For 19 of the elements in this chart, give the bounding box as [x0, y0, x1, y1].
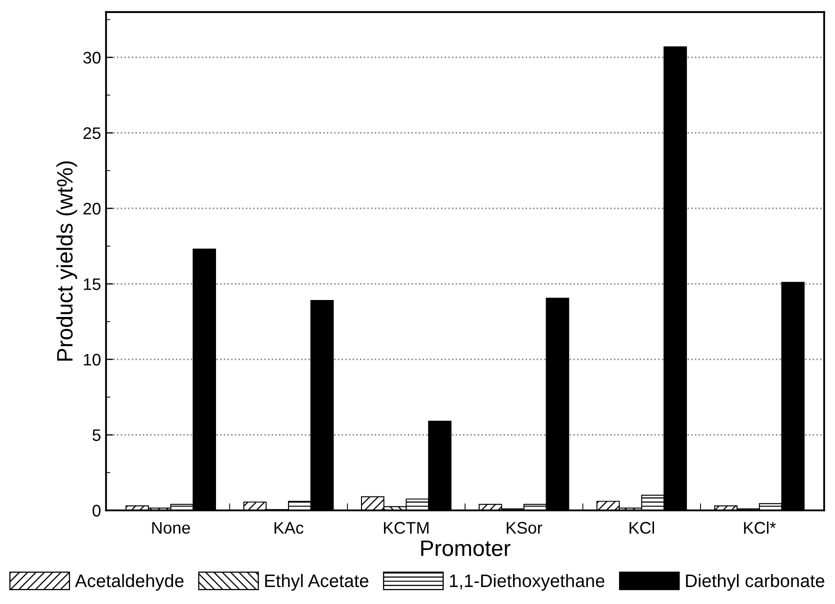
x-tick-label: KSor [506, 522, 542, 534]
x-tick-label: KAc [274, 522, 304, 534]
y-tick-label: 25 [83, 127, 100, 140]
legend-label: Ethyl Acetate [265, 574, 368, 591]
y-tick-label: 0 [92, 504, 101, 517]
y-tick-label: 5 [92, 429, 100, 442]
x-axis-title: Promoter [421, 540, 510, 556]
y-tick-label: 10 [84, 354, 101, 366]
y-tick-label: 20 [83, 202, 101, 215]
legend-label: Acetaldehyde [74, 574, 184, 591]
y-tick-label: 30 [83, 52, 101, 64]
legend-label: Diethyl carbonate [686, 574, 824, 591]
x-tick-label: KCTM [384, 522, 428, 534]
x-tick-label: None [152, 522, 190, 534]
legend-label: 1,1-Diethoxyethane [450, 574, 604, 591]
y-tick-label: 15 [84, 278, 100, 290]
y-axis-title: Product yields (wt%) [56, 161, 78, 361]
x-tick-label: KCl* [744, 521, 776, 534]
x-tick-label: KCl [630, 521, 654, 534]
